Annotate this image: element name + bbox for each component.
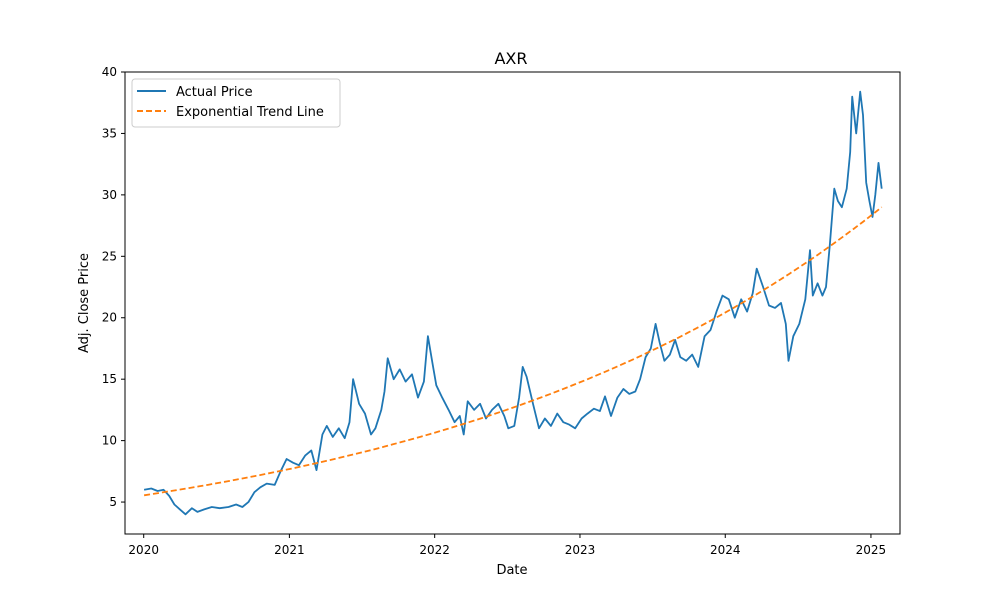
y-tick-label: 30 xyxy=(102,188,117,202)
chart-title: AXR xyxy=(494,49,527,68)
series-layer xyxy=(143,90,883,516)
y-tick-label: 10 xyxy=(102,434,117,448)
x-tick-label: 2023 xyxy=(565,543,596,557)
y-axis: 5 10 15 20 25 30 35 40 xyxy=(102,65,125,509)
legend: Actual Price Exponential Trend Line xyxy=(131,78,341,128)
x-tick-label: 2024 xyxy=(710,543,741,557)
x-tick-label: 2021 xyxy=(274,543,305,557)
series-line-exponential-trend-line xyxy=(143,206,883,497)
y-tick-label: 40 xyxy=(102,65,117,79)
series-line-actual-price xyxy=(143,90,883,516)
y-tick-label: 5 xyxy=(109,495,117,509)
y-tick-label: 20 xyxy=(102,311,117,325)
y-tick-label: 15 xyxy=(102,372,117,386)
y-axis-label: Adj. Close Price xyxy=(77,253,92,353)
plot-area-frame xyxy=(124,71,901,535)
x-tick-label: 2022 xyxy=(419,543,450,557)
legend-box xyxy=(131,78,341,128)
y-tick-label: 25 xyxy=(102,249,117,263)
x-tick-label: 2020 xyxy=(128,543,159,557)
x-axis: 2020 2021 2022 2023 2024 2025 xyxy=(128,534,886,557)
legend-label-actual-price: Actual Price xyxy=(176,85,253,100)
x-tick-label: 2025 xyxy=(856,543,887,557)
x-axis-label: Date xyxy=(496,563,527,578)
legend-label-exponential-trend-line: Exponential Trend Line xyxy=(176,105,324,120)
y-tick-label: 35 xyxy=(102,126,117,140)
